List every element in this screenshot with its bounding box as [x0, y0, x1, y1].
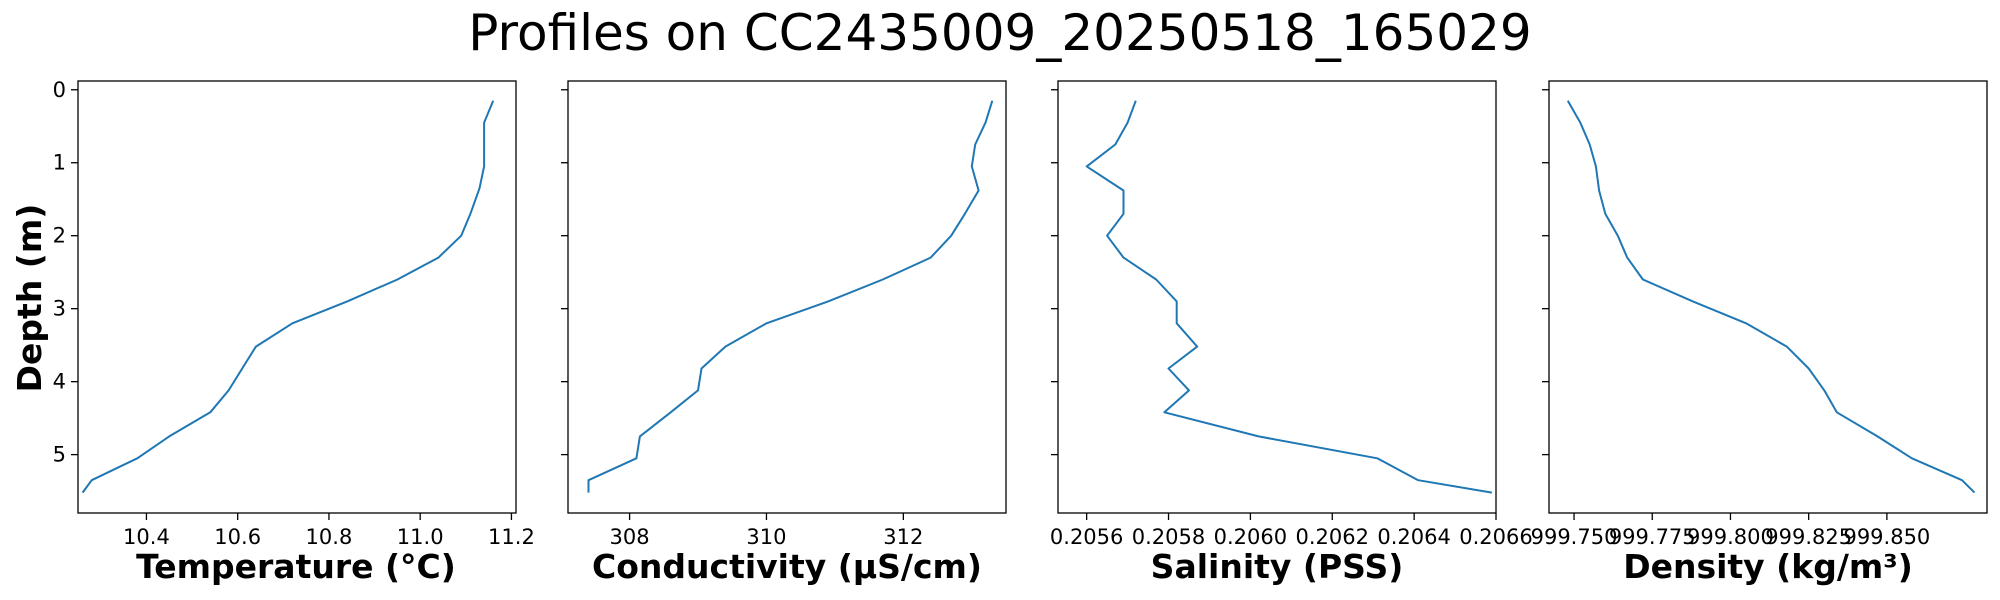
- salinity-x-tick-label: 0.2056: [1050, 525, 1123, 549]
- salinity-x-tick-label: 0.2058: [1132, 525, 1205, 549]
- salinity-x-tick-label: 0.2064: [1377, 525, 1450, 549]
- temperature-profile-line: [81, 100, 495, 494]
- y-axis-label: Depth (m): [10, 204, 49, 393]
- density-panel: Density (kg/m³) 999.750999.775999.800999…: [1531, 80, 1988, 586]
- x-axis-label-conductivity: Conductivity (µS/cm): [592, 547, 982, 586]
- y-tick-label: 3: [53, 297, 66, 321]
- density-x-tick-label: 999.750: [1531, 525, 1618, 549]
- y-tick-label: 5: [53, 443, 66, 467]
- density-x-tick-label: 999.825: [1765, 525, 1852, 549]
- salinity-panel: Salinity (PSS) 0.2056 0.2058 0.2060 0.2062 0…: [1050, 80, 1533, 586]
- conductivity-x-tick-label: 310: [746, 525, 786, 549]
- x-axis-label-density: Density (kg/m³): [1623, 547, 1913, 586]
- temperature-x-tick-label: 10.4: [123, 525, 170, 549]
- density-axes-frame: [1548, 80, 1988, 514]
- density-profile-line: [1566, 100, 1976, 494]
- y-tick-label: 0: [53, 78, 66, 102]
- density-x-tick-label: 999.800: [1687, 525, 1774, 549]
- density-x-tick-label: 999.775: [1609, 525, 1696, 549]
- temperature-x-tick-label: 11.2: [488, 525, 535, 549]
- salinity-x-tick-label: 0.2066: [1459, 525, 1532, 549]
- x-axis-label-temperature: Temperature (°C): [136, 547, 456, 586]
- temperature-axes-frame: [77, 80, 517, 514]
- y-tick-label: 4: [53, 370, 66, 394]
- salinity-axes-frame: [1057, 80, 1497, 514]
- temperature-x-tick-label: 11.0: [397, 525, 444, 549]
- conductivity-panel: Conductivity (µS/cm) 308 310 312: [561, 80, 1007, 586]
- conductivity-x-tick-label: 308: [610, 525, 650, 549]
- salinity-x-tick-label: 0.2062: [1296, 525, 1369, 549]
- conductivity-x-tick-label: 312: [883, 525, 923, 549]
- conductivity-axes-frame: [567, 80, 1007, 514]
- density-x-tick-label: 999.850: [1843, 525, 1930, 549]
- salinity-profile-line: [1085, 100, 1493, 494]
- y-tick-label: 2: [53, 224, 66, 248]
- temperature-x-tick-label: 10.8: [306, 525, 353, 549]
- temperature-panel: Temperature (°C) 0 1 2 3 4 5 10.4 10.6 10.8 11.0 1…: [53, 78, 535, 586]
- temperature-x-tick-label: 10.6: [214, 525, 261, 549]
- conductivity-profile-line: [587, 100, 994, 493]
- figure-title: Profiles on CC2435009_20250518_165029: [468, 4, 1531, 62]
- y-tick-label: 1: [53, 151, 66, 175]
- salinity-x-tick-label: 0.2060: [1214, 525, 1287, 549]
- x-axis-label-salinity: Salinity (PSS): [1151, 547, 1404, 586]
